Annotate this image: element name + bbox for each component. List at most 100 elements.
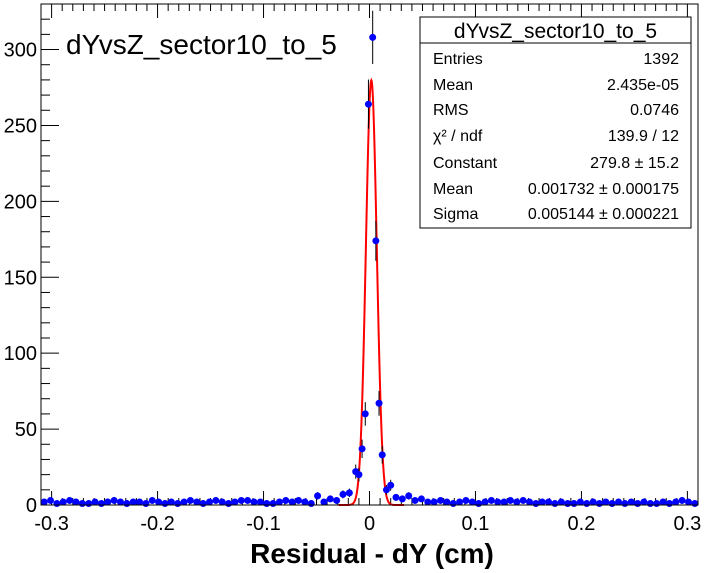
data-point — [361, 410, 369, 418]
data-point — [123, 499, 131, 507]
data-point — [589, 498, 597, 506]
data-point — [640, 498, 648, 506]
data-point — [557, 498, 565, 506]
data-point — [59, 498, 67, 506]
data-point — [378, 451, 386, 459]
stats-row-value: 1392 — [643, 51, 679, 68]
data-point — [411, 496, 419, 504]
stats-row-value: 279.8 ± 15.2 — [590, 155, 679, 172]
data-point — [186, 496, 194, 504]
data-point — [538, 498, 546, 506]
stats-row-label: Mean — [433, 181, 473, 198]
data-point — [91, 498, 99, 506]
data-point — [275, 498, 283, 506]
data-point — [462, 496, 470, 504]
data-point — [231, 498, 239, 506]
data-point — [256, 498, 264, 506]
data-point — [506, 496, 514, 504]
data-point — [387, 481, 395, 489]
data-point — [320, 498, 328, 506]
data-point — [621, 499, 629, 507]
stats-row-value: 139.9 / 12 — [608, 128, 679, 145]
data-point — [608, 499, 616, 507]
data-point — [180, 498, 188, 506]
data-point — [148, 496, 156, 504]
data-point — [602, 498, 610, 506]
data-point — [659, 498, 667, 506]
data-point — [500, 498, 508, 506]
data-point — [199, 499, 207, 507]
y-tick-label: 250 — [4, 115, 37, 137]
data-point — [375, 399, 383, 407]
data-point — [678, 496, 686, 504]
stats-row-label: χ² / ndf — [433, 128, 483, 145]
stats-box-frame — [419, 16, 692, 229]
data-point — [672, 498, 680, 506]
stats-row-value: 0.005144 ± 0.000221 — [528, 206, 679, 223]
data-point — [513, 498, 521, 506]
data-point — [97, 499, 105, 507]
data-point — [85, 499, 93, 507]
data-point — [339, 490, 347, 498]
data-point — [405, 492, 413, 500]
data-point — [116, 498, 124, 506]
data-point — [333, 496, 341, 504]
data-point — [314, 492, 322, 500]
stats-row-value: 0.001732 ± 0.000175 — [528, 181, 679, 198]
x-tick-label: 0 — [364, 513, 375, 535]
data-point — [66, 496, 74, 504]
data-point — [174, 499, 182, 507]
data-point — [519, 496, 527, 504]
data-point — [355, 471, 363, 479]
data-point — [364, 100, 372, 108]
stats-box: dYvsZ_sector10_to_5 Entries 1392 Mean 2.435e… — [419, 16, 692, 229]
data-point — [72, 498, 80, 506]
data-point — [40, 498, 48, 506]
data-point — [358, 445, 366, 453]
data-point — [646, 499, 654, 507]
data-point — [369, 33, 377, 41]
data-point — [205, 498, 213, 506]
data-point — [326, 495, 334, 503]
data-point — [307, 499, 315, 507]
data-point — [576, 498, 584, 506]
data-point — [615, 498, 623, 506]
y-tick-label: 300 — [4, 40, 37, 62]
data-point — [392, 493, 400, 501]
data-point — [526, 498, 534, 506]
data-point — [129, 498, 137, 506]
data-point — [691, 499, 699, 507]
data-point — [288, 498, 296, 506]
data-point — [398, 495, 406, 503]
data-point — [665, 499, 673, 507]
stats-row-value: 2.435e-05 — [607, 77, 679, 94]
data-point — [104, 498, 112, 506]
data-point — [155, 498, 163, 506]
data-point — [53, 499, 61, 507]
data-point — [430, 498, 438, 506]
data-point — [684, 498, 692, 506]
data-point — [468, 498, 476, 506]
plot-title: dYvsZ_sector10_to_5 — [66, 29, 337, 60]
plot-frame — [40, 3, 699, 506]
data-point — [487, 496, 495, 504]
data-point — [551, 499, 559, 507]
data-point — [142, 499, 150, 507]
stats-row-label: Entries — [433, 51, 483, 68]
stats-row-value: 0.0746 — [630, 102, 679, 119]
data-point — [481, 498, 489, 506]
data-point — [237, 496, 245, 504]
data-point — [424, 498, 432, 506]
data-point — [301, 498, 309, 506]
y-tick-label: 50 — [15, 419, 37, 441]
x-tick-label: 0.3 — [673, 513, 701, 535]
x-tick-label: -0.2 — [140, 513, 174, 535]
data-point — [193, 498, 201, 506]
data-point — [136, 498, 144, 506]
stats-box-title: dYvsZ_sector10_to_5 — [454, 20, 657, 43]
x-tick-label: 0.2 — [568, 513, 596, 535]
data-point — [449, 499, 457, 507]
data-point — [282, 496, 290, 504]
data-point — [372, 237, 380, 245]
y-tick-label: 150 — [4, 267, 37, 289]
